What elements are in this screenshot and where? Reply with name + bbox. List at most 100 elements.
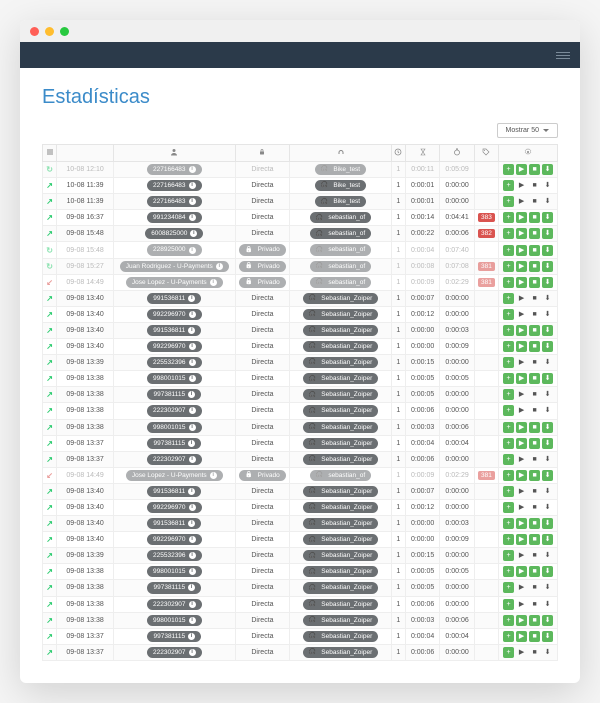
download-button[interactable]: ⬇ xyxy=(542,180,553,191)
download-button[interactable]: ⬇ xyxy=(542,486,553,497)
download-button[interactable]: ⬇ xyxy=(542,534,553,545)
info-icon[interactable]: i xyxy=(189,552,196,559)
info-icon[interactable]: i xyxy=(210,279,217,286)
caller-pill[interactable]: 992296970 i xyxy=(147,534,202,545)
agent-pill[interactable]: 🎧Sebastian_Zoiper xyxy=(303,325,378,336)
download-button[interactable]: ⬇ xyxy=(542,341,553,352)
info-icon[interactable]: i xyxy=(188,391,195,398)
add-button[interactable]: + xyxy=(503,422,514,433)
play-button[interactable]: ▶ xyxy=(516,582,527,593)
download-button[interactable]: ⬇ xyxy=(542,245,553,256)
window-minimize-icon[interactable] xyxy=(45,27,54,36)
caller-pill[interactable]: 992296970 i xyxy=(147,309,202,320)
play-button[interactable]: ▶ xyxy=(516,470,527,481)
add-button[interactable]: + xyxy=(503,647,514,658)
agent-pill[interactable]: 🎧Sebastian_Zoiper xyxy=(303,341,378,352)
play-button[interactable]: ▶ xyxy=(516,357,527,368)
download-button[interactable]: ⬇ xyxy=(542,438,553,449)
info-icon[interactable]: i xyxy=(189,407,196,414)
play-button[interactable]: ▶ xyxy=(516,245,527,256)
add-button[interactable]: + xyxy=(503,631,514,642)
info-icon[interactable]: i xyxy=(210,472,217,479)
col-direction[interactable] xyxy=(43,145,57,162)
agent-pill[interactable]: 🎧sebastian_of xyxy=(310,228,371,239)
agent-pill[interactable]: 🎧Sebastian_Zoiper xyxy=(303,422,378,433)
add-button[interactable]: + xyxy=(503,277,514,288)
agent-pill[interactable]: 🎧Sebastian_Zoiper xyxy=(303,518,378,529)
add-button[interactable]: + xyxy=(503,438,514,449)
download-button[interactable]: ⬇ xyxy=(542,293,553,304)
stop-button[interactable]: ■ xyxy=(529,631,540,642)
download-button[interactable]: ⬇ xyxy=(542,261,553,272)
play-button[interactable]: ▶ xyxy=(516,180,527,191)
download-button[interactable]: ⬇ xyxy=(542,599,553,610)
play-button[interactable]: ▶ xyxy=(516,486,527,497)
stop-button[interactable]: ■ xyxy=(529,196,540,207)
agent-pill[interactable]: 🎧Sebastian_Zoiper xyxy=(303,454,378,465)
caller-pill[interactable]: 222302907 i xyxy=(147,647,202,658)
stop-button[interactable]: ■ xyxy=(529,438,540,449)
caller-pill[interactable]: 225532396 i xyxy=(147,357,202,368)
download-button[interactable]: ⬇ xyxy=(542,373,553,384)
play-button[interactable]: ▶ xyxy=(516,325,527,336)
col-wait[interactable] xyxy=(405,145,439,162)
info-icon[interactable]: i xyxy=(189,214,196,221)
stop-button[interactable]: ■ xyxy=(529,518,540,529)
stop-button[interactable]: ■ xyxy=(529,599,540,610)
download-button[interactable]: ⬇ xyxy=(542,550,553,561)
add-button[interactable]: + xyxy=(503,341,514,352)
add-button[interactable]: + xyxy=(503,518,514,529)
add-button[interactable]: + xyxy=(503,502,514,513)
agent-pill[interactable]: 🎧Sebastian_Zoiper xyxy=(303,357,378,368)
stop-button[interactable]: ■ xyxy=(529,261,540,272)
info-icon[interactable]: i xyxy=(190,230,197,237)
play-button[interactable]: ▶ xyxy=(516,373,527,384)
info-icon[interactable]: i xyxy=(189,424,196,431)
play-button[interactable]: ▶ xyxy=(516,534,527,545)
stop-button[interactable]: ■ xyxy=(529,325,540,336)
info-icon[interactable]: i xyxy=(189,198,196,205)
play-button[interactable]: ▶ xyxy=(516,405,527,416)
caller-pill[interactable]: 992296970 i xyxy=(147,502,202,513)
col-count[interactable] xyxy=(391,145,405,162)
play-button[interactable]: ▶ xyxy=(516,454,527,465)
stop-button[interactable]: ■ xyxy=(529,502,540,513)
stop-button[interactable]: ■ xyxy=(529,309,540,320)
info-icon[interactable]: i xyxy=(216,263,223,270)
caller-pill[interactable]: 227166483 i xyxy=(147,196,202,207)
col-privacy[interactable] xyxy=(235,145,290,162)
add-button[interactable]: + xyxy=(503,534,514,545)
play-button[interactable]: ▶ xyxy=(516,389,527,400)
stop-button[interactable]: ■ xyxy=(529,341,540,352)
info-icon[interactable]: i xyxy=(189,536,196,543)
stop-button[interactable]: ■ xyxy=(529,180,540,191)
caller-pill[interactable]: Juan Rodriguez - U-Payments i xyxy=(120,261,229,272)
agent-pill[interactable]: 🎧sebastian_of xyxy=(310,470,371,481)
play-button[interactable]: ▶ xyxy=(516,277,527,288)
agent-pill[interactable]: 🎧Bike_test xyxy=(315,164,366,175)
agent-pill[interactable]: 🎧Bike_test xyxy=(315,180,366,191)
download-button[interactable]: ⬇ xyxy=(542,582,553,593)
col-duration[interactable] xyxy=(440,145,474,162)
agent-pill[interactable]: 🎧sebastian_of xyxy=(310,261,371,272)
add-button[interactable]: + xyxy=(503,309,514,320)
window-zoom-icon[interactable] xyxy=(60,27,69,36)
download-button[interactable]: ⬇ xyxy=(542,389,553,400)
caller-pill[interactable]: 227166483 i xyxy=(147,164,202,175)
caller-pill[interactable]: 998001015 i xyxy=(147,373,202,384)
caller-pill[interactable]: 991536811 i xyxy=(147,293,201,304)
col-actions[interactable] xyxy=(499,145,558,162)
info-icon[interactable]: i xyxy=(188,295,195,302)
download-button[interactable]: ⬇ xyxy=(542,454,553,465)
menu-toggle-button[interactable] xyxy=(556,52,570,59)
add-button[interactable]: + xyxy=(503,486,514,497)
play-button[interactable]: ▶ xyxy=(516,309,527,320)
add-button[interactable]: + xyxy=(503,245,514,256)
info-icon[interactable]: i xyxy=(189,568,196,575)
play-button[interactable]: ▶ xyxy=(516,438,527,449)
add-button[interactable]: + xyxy=(503,454,514,465)
stop-button[interactable]: ■ xyxy=(529,357,540,368)
tag-badge[interactable]: 381 xyxy=(478,471,495,480)
info-icon[interactable]: i xyxy=(189,375,196,382)
info-icon[interactable]: i xyxy=(189,166,196,173)
